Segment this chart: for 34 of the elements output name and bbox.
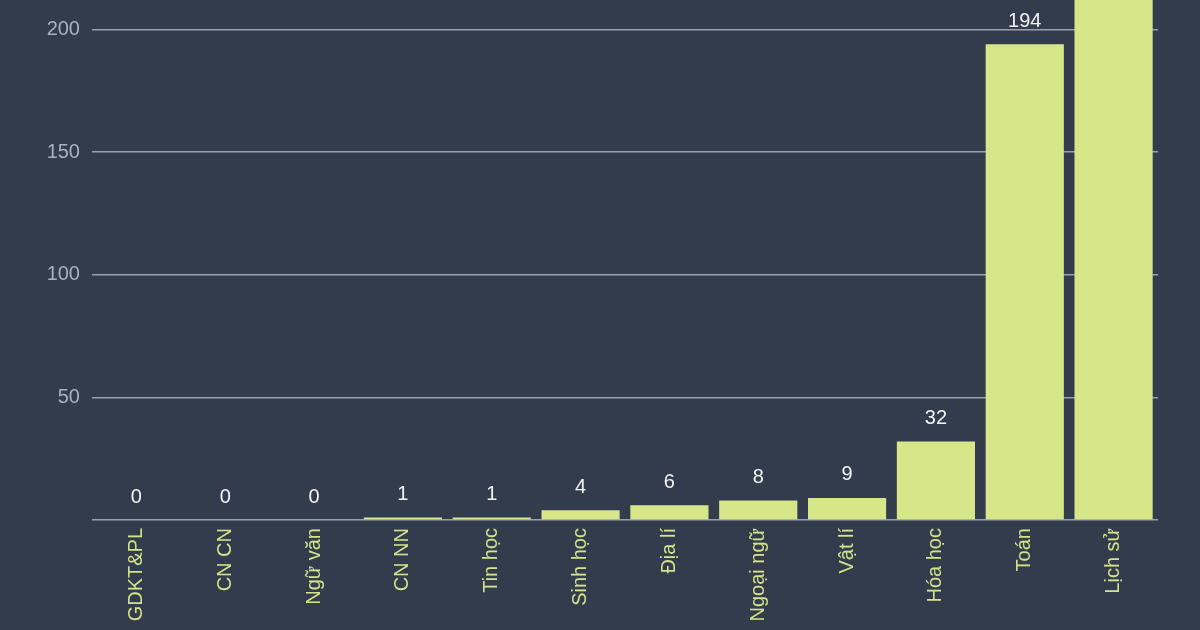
x-tick-label: Sinh học <box>568 528 591 606</box>
x-tick-label: Toán <box>1012 528 1035 572</box>
data-label: 32 <box>924 406 948 429</box>
x-tick-label: Tin học <box>479 528 502 593</box>
bar <box>896 441 975 520</box>
bar <box>1074 0 1153 520</box>
data-label: 9 <box>841 462 853 485</box>
bar <box>541 510 620 520</box>
x-tick-label: Ngữ văn <box>301 528 324 605</box>
data-label: 4 <box>575 474 587 497</box>
data-label: 8 <box>752 464 764 487</box>
x-tick-label: GDKT&PL <box>123 528 146 622</box>
y-tick-label: 50 <box>57 384 80 407</box>
x-tick-label: Ngoại ngữ <box>745 528 768 622</box>
x-tick-label: Địa lí <box>656 527 679 574</box>
bar <box>630 505 709 520</box>
data-label: 0 <box>308 484 320 507</box>
bar <box>719 500 798 520</box>
data-label: 1 <box>397 482 409 505</box>
y-tick-label: 200 <box>46 16 80 39</box>
bar <box>808 497 887 520</box>
x-tick-label: CN NN <box>390 528 413 592</box>
bar <box>985 44 1064 520</box>
data-label: 1 <box>486 482 498 505</box>
x-tick-label: Vật lí <box>834 527 857 574</box>
y-tick-label: 150 <box>46 139 80 162</box>
data-label: 194 <box>1008 8 1042 31</box>
data-label: 0 <box>130 484 142 507</box>
y-tick-label: 100 <box>46 262 80 285</box>
x-tick-label: CN CN <box>212 528 235 592</box>
x-tick-label: Lịch sử <box>1101 528 1124 594</box>
data-label: 6 <box>663 469 675 492</box>
data-label: 0 <box>219 484 231 507</box>
x-tick-label: Hóa học <box>923 528 946 603</box>
